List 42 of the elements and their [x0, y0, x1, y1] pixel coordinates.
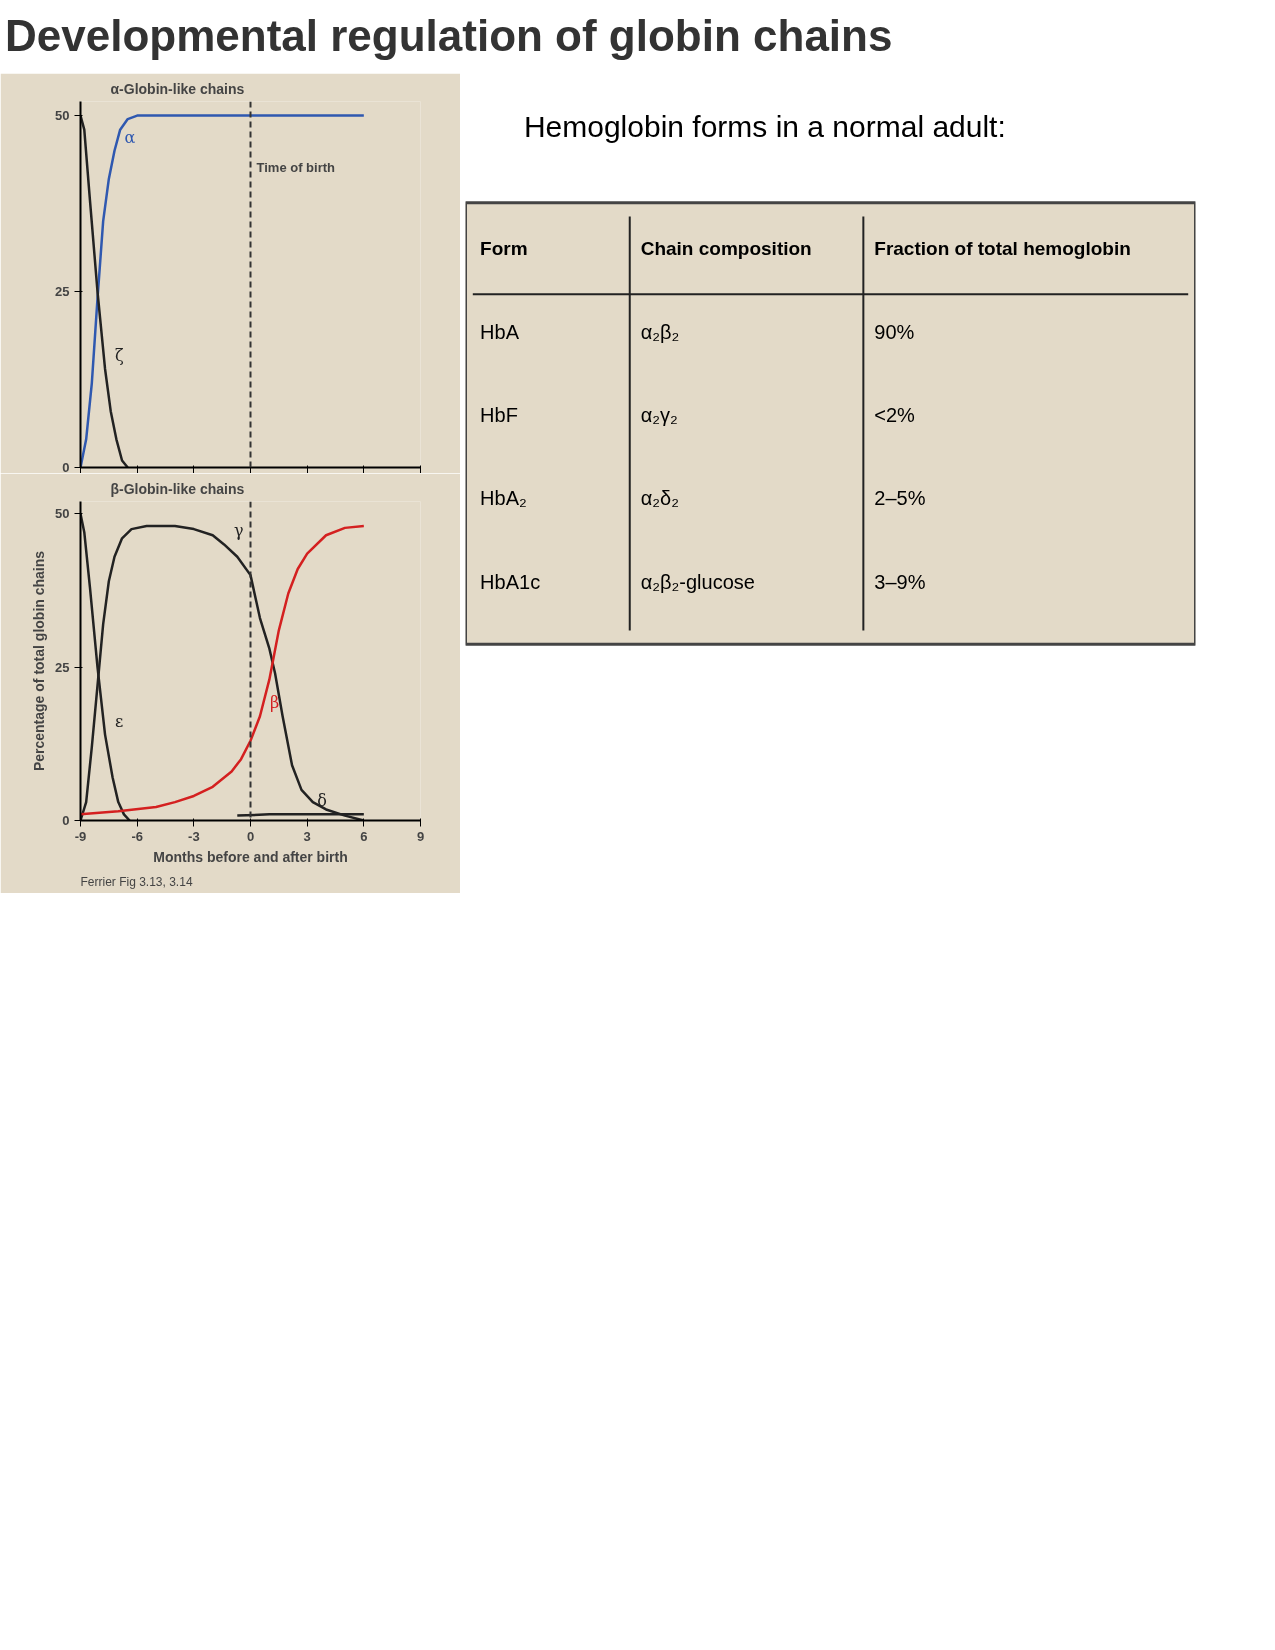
text: α₂β₂-glucose [640, 570, 755, 593]
text: Form [480, 237, 528, 259]
ref-line-label: Time of birth [256, 159, 336, 175]
y-tick-label: 50 [55, 506, 70, 522]
x-axis-title: Months before and after birth [153, 848, 348, 865]
series-label: ζ [115, 345, 125, 365]
text: HbA1c [480, 570, 541, 593]
series-label: ε [115, 711, 124, 731]
series-label: δ [317, 791, 327, 811]
x-tick-label: -6 [131, 828, 143, 844]
text: Fraction of total hemoglobin [874, 237, 1131, 259]
text: HbA₂ [480, 487, 527, 510]
series-label: α [124, 127, 136, 147]
x-tick-label: -3 [188, 828, 200, 844]
text: <2% [874, 404, 916, 427]
text: α₂δ₂ [640, 487, 679, 510]
chart-title: Developmental regulation of globin chains [5, 10, 893, 62]
x-tick-label: 9 [416, 828, 425, 844]
series-label: γ [234, 521, 244, 541]
text: Hemoglobin forms in a normal adult: [523, 110, 1006, 144]
text: 3–9% [874, 570, 926, 593]
y-axis-title: Percentage of total globin chains [31, 550, 48, 771]
chart-subtitle: β-Globin-like chains [110, 480, 245, 497]
chart-subtitle: α-Globin-like chains [110, 80, 245, 97]
y-tick-label: 25 [55, 659, 70, 675]
text: Ferrier Fig 3.13, 3.14 [80, 874, 193, 889]
text: 90% [874, 320, 915, 343]
text: HbF [480, 404, 518, 427]
x-tick-label: 0 [246, 828, 255, 844]
y-tick-label: 25 [55, 283, 70, 299]
x-tick-label: 3 [303, 828, 311, 844]
text: α₂γ₂ [640, 404, 678, 427]
text: 2–5% [874, 487, 926, 510]
y-tick-label: 0 [62, 812, 70, 828]
text: HbA [480, 320, 520, 343]
text: α₂β₂ [640, 320, 680, 343]
y-tick-label: 50 [55, 107, 70, 123]
text: Chain composition [640, 237, 812, 259]
x-tick-label: 6 [360, 828, 368, 844]
x-tick-label: -9 [74, 828, 87, 844]
series-label: β [269, 693, 280, 713]
y-tick-label: 0 [62, 459, 70, 475]
